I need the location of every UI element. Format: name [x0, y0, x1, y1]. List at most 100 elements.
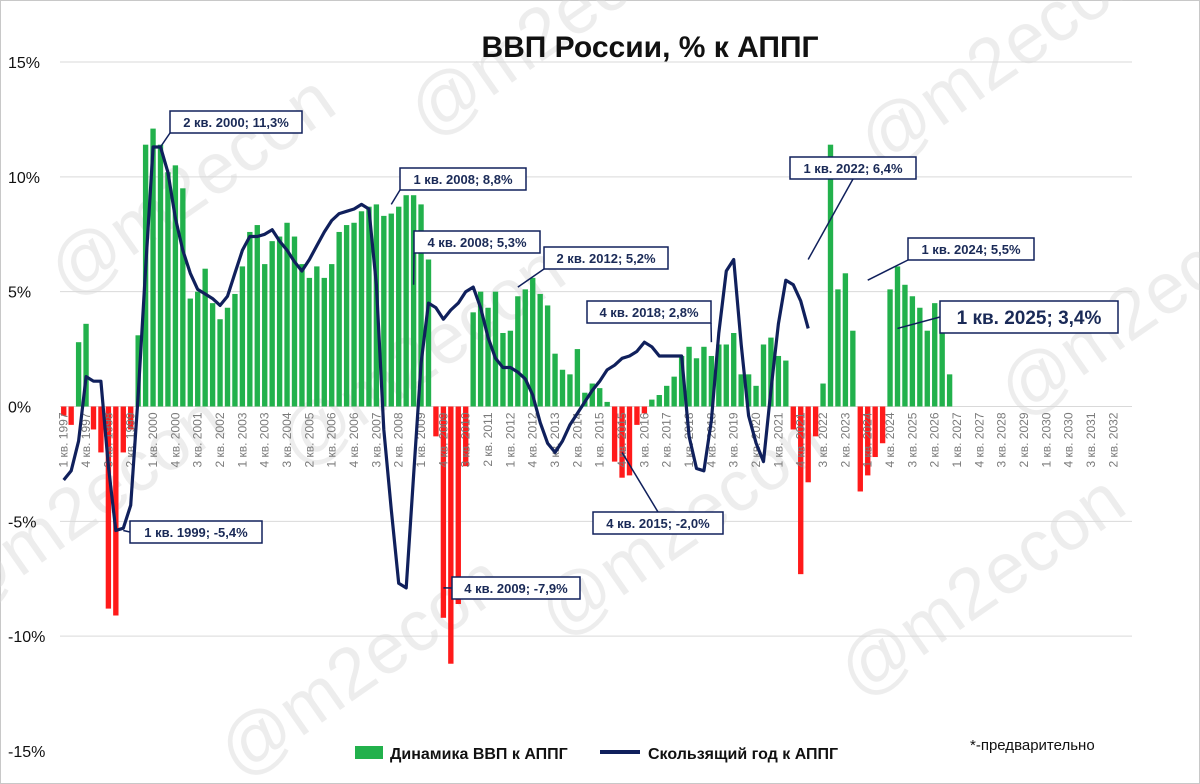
x-tick-label: 1 кв. 2027: [950, 412, 964, 467]
x-tick-label: 2 кв. 2002: [213, 412, 227, 467]
bar: [835, 289, 841, 407]
bar: [634, 406, 640, 425]
annotation-box: [592, 511, 724, 535]
bar: [924, 330, 930, 407]
bar: [693, 358, 700, 407]
bar: [641, 406, 648, 414]
annotation-label: 4 кв. 2009; -7,9%: [464, 581, 568, 596]
annotation-label: 4 кв. 2008; 5,3%: [427, 235, 526, 250]
x-tick-label: 3 кв. 2007: [369, 412, 383, 467]
annotation-box: [129, 520, 263, 544]
annotations: 1 кв. 1999; -5,4% 2 кв. 2000; 11,3% 1 кв. …: [123, 110, 1119, 600]
bar: [827, 144, 834, 407]
bar: [842, 273, 849, 407]
bar: [321, 277, 327, 407]
bar: [165, 172, 171, 407]
x-tick-label: 3 кв. 2019: [727, 412, 741, 467]
bar: [195, 291, 201, 407]
x-tick-label: 2 кв. 2005: [302, 412, 316, 467]
bar: [329, 264, 335, 407]
bar: [723, 344, 729, 407]
bar: [812, 406, 819, 437]
x-tick-label: 3 кв. 2001: [191, 412, 205, 467]
bar: [552, 353, 558, 407]
x-tick-label: 1 кв. 2012: [503, 412, 517, 467]
bar: [463, 406, 469, 467]
bar: [656, 395, 662, 407]
bar: [850, 330, 856, 407]
x-tick-label: 2 кв. 2023: [838, 412, 852, 467]
watermark-text: @m2econ: [843, 0, 1159, 183]
x-tick-label: 4 кв. 2021: [794, 412, 808, 467]
bar: [745, 374, 752, 407]
x-tick-label: 4 кв. 2015: [615, 412, 629, 467]
x-tick-label: 3 кв. 2028: [995, 412, 1009, 467]
bar: [530, 277, 536, 407]
bar: [262, 264, 268, 407]
bar: [269, 241, 275, 407]
bar: [857, 406, 863, 492]
x-tick-label: 2 кв. 2017: [660, 412, 674, 467]
bar: [902, 284, 908, 407]
bar: [515, 296, 521, 407]
bar: [597, 388, 603, 407]
bar: [544, 305, 551, 407]
bar: [351, 222, 357, 407]
bar: [232, 293, 238, 407]
bar: [209, 303, 216, 407]
bar: [574, 349, 581, 407]
annotation-leader: [621, 452, 659, 513]
bar: [678, 355, 685, 407]
annotation-label: 1 кв. 2024; 5,5%: [921, 242, 1020, 257]
bar: [671, 376, 677, 407]
bar: [768, 337, 774, 407]
annotation-label: 4 кв. 2018; 2,8%: [599, 305, 698, 320]
bar: [98, 406, 104, 453]
watermark-text: @m2econ: [393, 0, 709, 153]
x-tick-label: 1 кв. 2003: [235, 412, 249, 467]
annotation-box: [586, 300, 712, 324]
x-tick-label: 1 кв. 1997: [57, 412, 71, 467]
bar: [708, 355, 715, 407]
rolling-year-line: [62, 145, 810, 590]
annotation-leader: [517, 268, 545, 288]
bar: [239, 266, 246, 407]
x-tick-label: 4 кв. 2030: [1062, 412, 1076, 467]
x-tick-label: 1 кв. 2021: [771, 412, 785, 467]
bar: [336, 231, 342, 407]
bar: [731, 333, 737, 407]
x-tick-label: 4 кв. 2024: [883, 412, 897, 467]
annotation-leader: [867, 259, 909, 281]
bar: [247, 231, 253, 407]
annotation-leader: [159, 132, 171, 148]
bar: [113, 406, 119, 616]
annotation-box: [399, 167, 527, 191]
bar: [798, 406, 804, 575]
bar: [83, 323, 89, 407]
annotation-leader: [807, 178, 854, 260]
bar: [589, 383, 595, 407]
bar: [872, 406, 878, 458]
bar: [150, 128, 156, 407]
bar: [433, 406, 439, 437]
y-tick-label: -15%: [8, 744, 45, 761]
bar: [790, 406, 796, 430]
bar: [440, 406, 447, 618]
bar: [492, 291, 499, 407]
bar: [217, 319, 223, 407]
bar: [157, 144, 164, 407]
bar: [291, 236, 298, 407]
bar: [90, 406, 97, 430]
x-tick-label: 1 кв. 2015: [593, 412, 607, 467]
bar: [172, 165, 179, 407]
chart-title: ВВП России, % к АППГ: [481, 31, 818, 64]
y-tick-label: 5%: [8, 285, 31, 302]
bar: [522, 289, 528, 407]
bar: [716, 344, 722, 407]
annotation-label: 1 кв. 1999; -5,4%: [144, 525, 248, 540]
annotation-label: 2 кв. 2000; 11,3%: [183, 115, 289, 130]
legend-label-bars: Динамика ВВП к АППГ: [390, 746, 568, 763]
bar: [879, 406, 886, 444]
bar: [343, 225, 350, 407]
x-tick-label: 3 кв. 2031: [1084, 412, 1098, 467]
